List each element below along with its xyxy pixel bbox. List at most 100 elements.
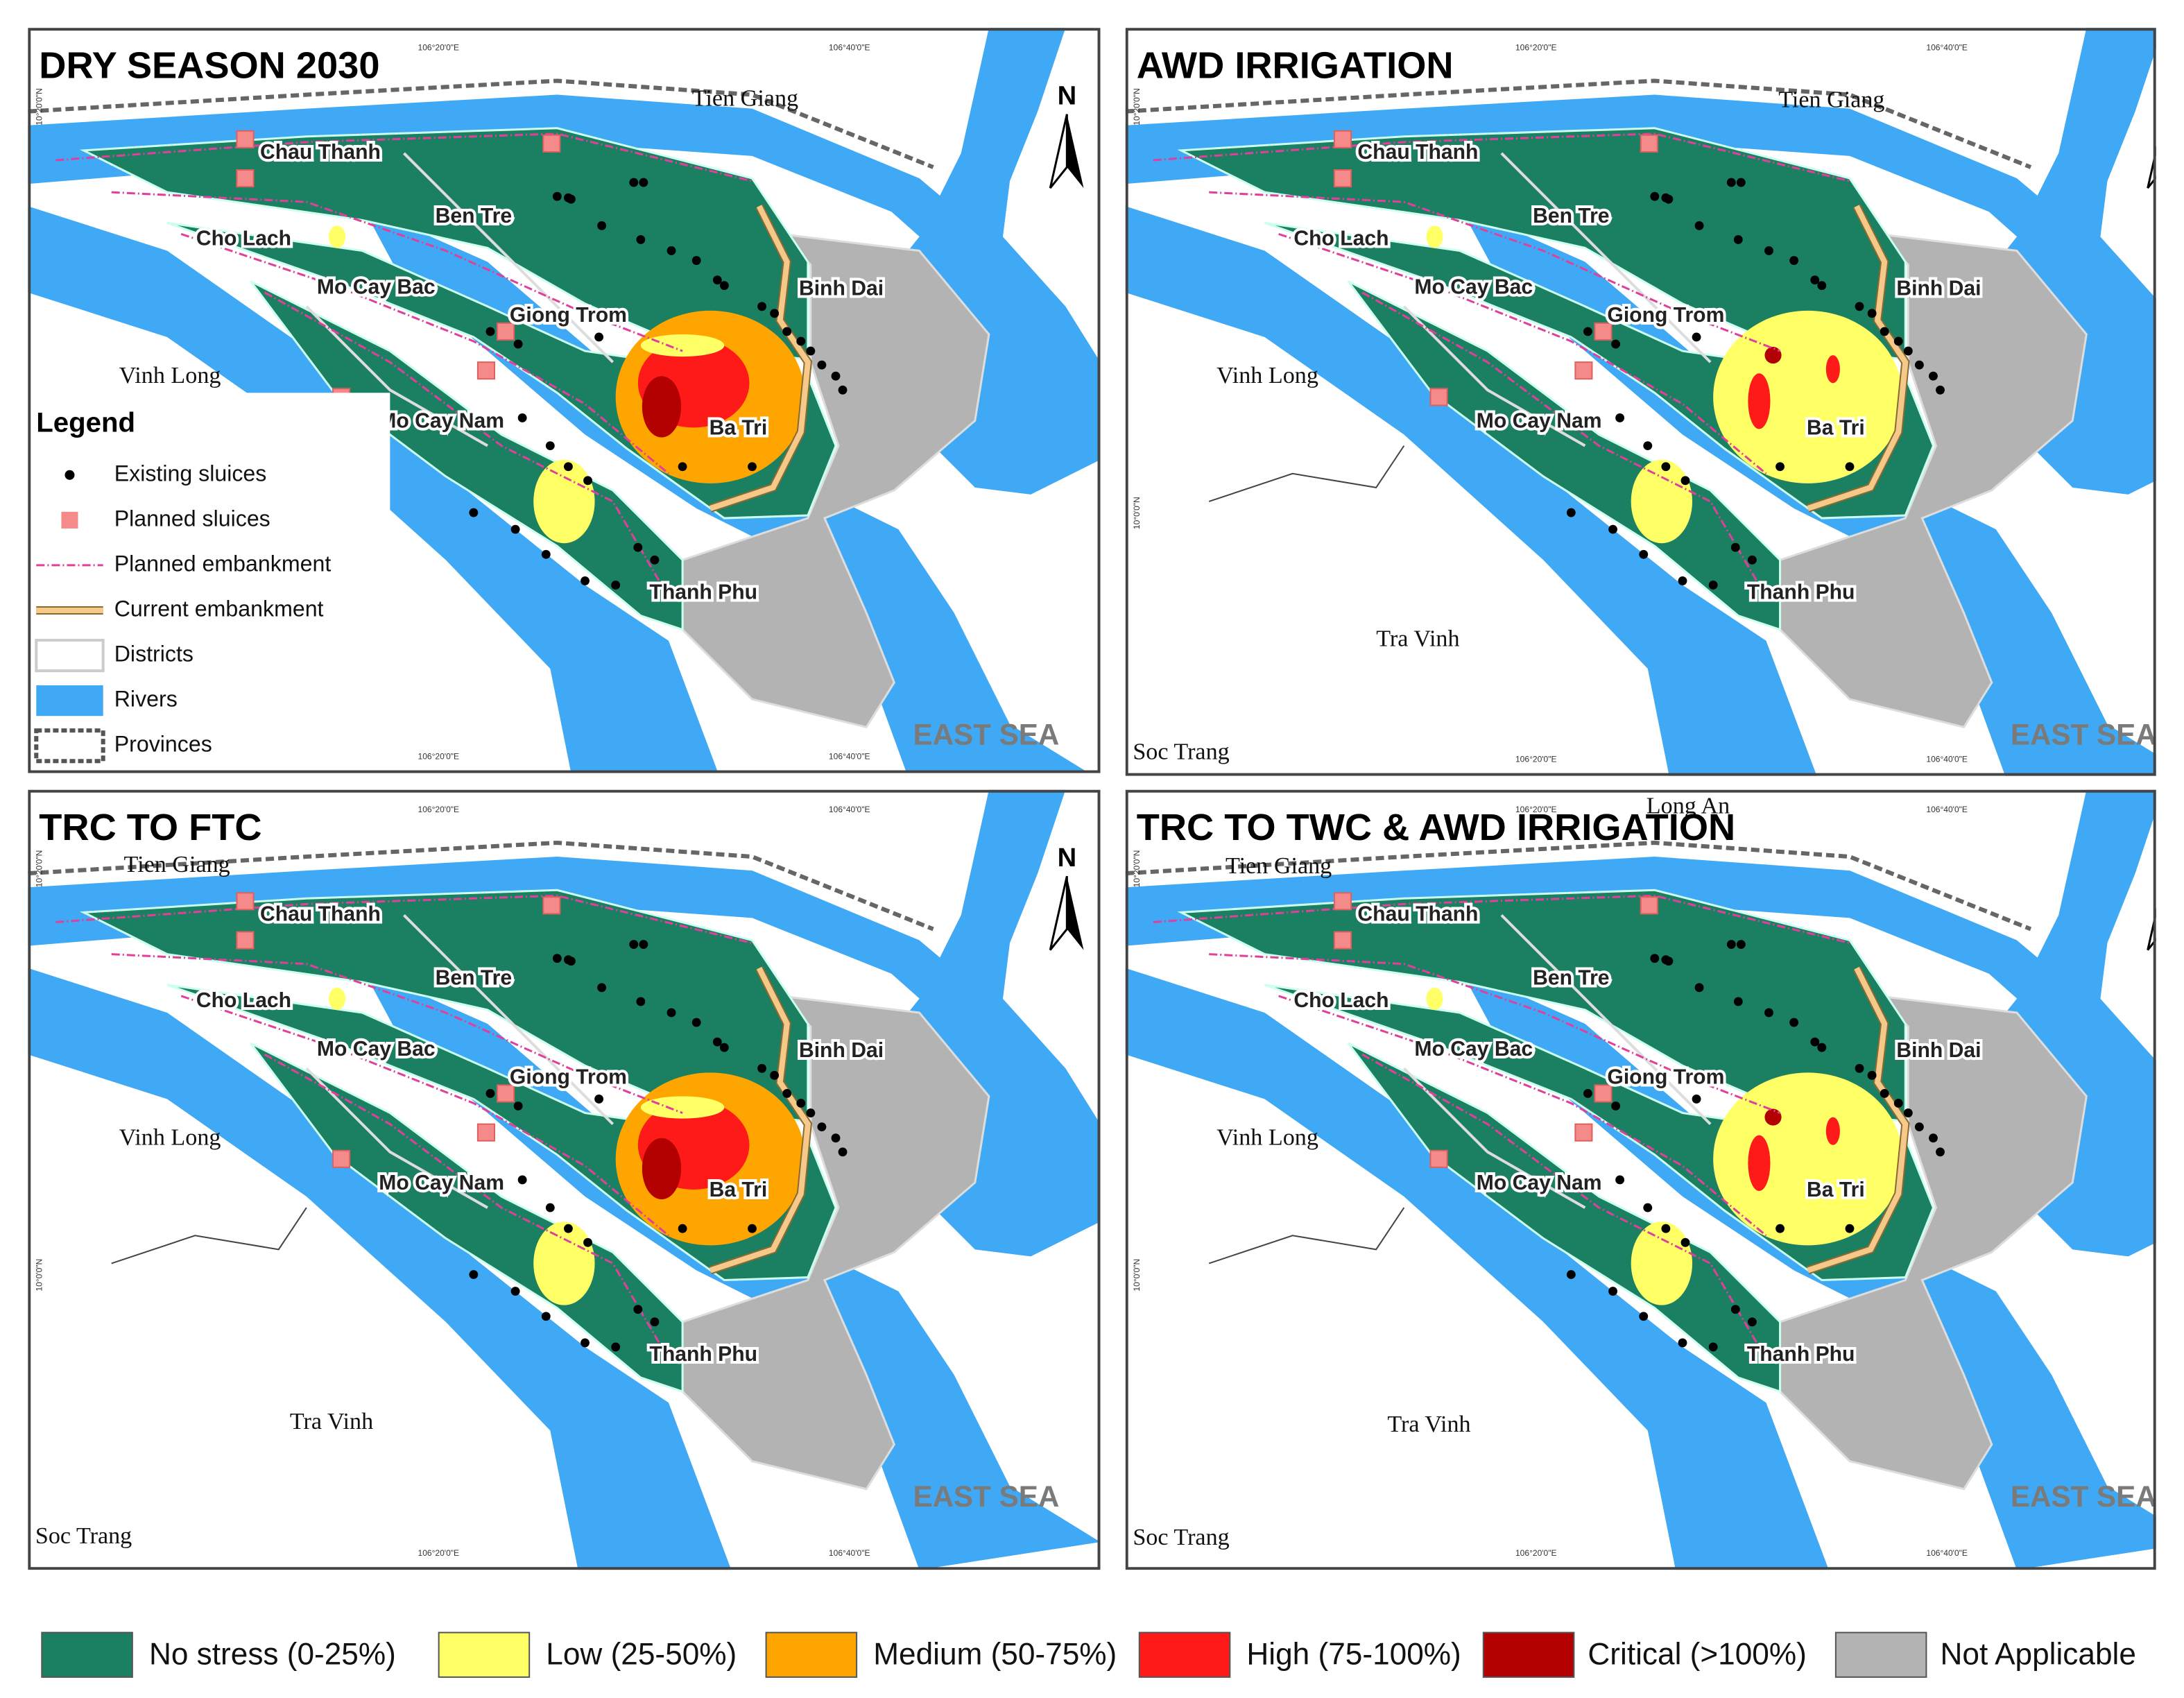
current-embankment [709,966,811,1274]
place-label: Vinh Long [1216,1125,1318,1151]
planned-embankment [111,191,683,352]
existing-sluice [831,371,841,381]
place-label: Vinh Long [1216,363,1318,388]
planned-sluice [1640,896,1658,915]
existing-sluice [806,346,816,356]
place-label: Ben Tre [1533,967,1609,990]
existing-sluice [469,508,479,517]
place-label: Ben Tre [436,205,512,228]
graticule-label: 106°20'0"E [1515,42,1557,52]
river [28,968,732,1570]
map-panel: 106°20'0"E 106°40'0"E 106°20'0"E 106°40'0"E… [28,789,1101,1570]
existing-sluice [1615,1175,1625,1185]
existing-sluice [513,1101,523,1110]
existing-sluice [1764,1008,1773,1018]
existing-sluice [1726,940,1736,949]
stress-swatch [765,1631,858,1678]
legend-title: Legend [36,407,135,438]
existing-sluice [563,1224,573,1233]
graticule-label: 106°40'0"E [829,805,870,814]
north-arrow [1067,876,1084,950]
planned-sluice [236,892,255,911]
stress-zone [1713,310,1903,483]
planned-sluice [1429,388,1448,406]
existing-sluice [552,191,562,201]
graticule-label: 10°20'0"N [34,850,44,888]
existing-sluice [1903,346,1913,356]
existing-sluice [796,336,806,346]
existing-sluice [1880,1089,1889,1098]
existing-sluice [1650,191,1660,201]
existing-sluice [545,1203,555,1212]
existing-sluice [712,1037,722,1047]
place-label: Binh Dai [799,277,884,300]
legend-label: Existing sluices [114,461,267,486]
planned-sluice [236,931,255,950]
existing-sluice [1775,1224,1785,1233]
existing-sluice [1583,327,1592,336]
legend-label: Districts [114,642,194,667]
existing-sluice [581,1338,590,1348]
planned-sluice [1333,931,1352,950]
place-label: Soc Trang [1133,739,1229,764]
district-line [1402,1067,1586,1209]
place-label: Tra Vinh [1376,626,1459,652]
place-label: Tien Giang [692,85,798,111]
province-boundary [28,840,934,932]
graticule-label: 10°0'0"N [34,1259,44,1292]
stress-zone [1748,1135,1771,1192]
graticule-label: 106°20'0"E [1515,805,1557,814]
planned-sluice [1574,1123,1593,1142]
legend-label: Planned embankment [114,551,332,576]
existing-sluice [838,385,848,395]
legend-label: Rivers [114,687,178,712]
existing-sluice [1611,339,1621,349]
graticule-label: 106°20'0"E [418,805,460,814]
place-label: Thanh Phu [649,581,757,603]
existing-sluice [1733,234,1743,244]
north-arrow [2165,114,2181,188]
legend-symbol [34,728,105,764]
existing-sluice [1692,332,1701,342]
existing-sluice [757,302,766,311]
existing-sluice [1914,1122,1924,1132]
place-label: Ba Tri [710,1178,768,1201]
stress-zone [533,1221,595,1305]
planned-embankment [1153,132,1850,182]
planned-embankment [1278,995,1767,1237]
planned-sluice [332,1149,351,1168]
existing-sluice [567,194,576,204]
planned-sluice [496,1084,515,1103]
place-label: N [2155,843,2174,873]
place-label: EAST SEA [2011,718,2157,751]
existing-sluice [1810,275,1820,285]
existing-sluice [691,256,701,265]
land-south [1347,280,1782,631]
province-boundary [1125,78,2032,169]
existing-sluice [1730,1305,1740,1314]
stress-label: High (75-100%) [1246,1637,1461,1671]
planned-embankment [1153,894,1850,945]
planned-embankment [264,291,663,586]
graticule-label: 106°40'0"E [829,751,870,761]
province-boundary [1208,445,1405,502]
district-line [1500,152,1712,363]
stress-zone [1764,347,1782,364]
north-arrow [2165,876,2181,950]
existing-sluice [1650,954,1660,963]
map-panel: 106°20'0"E 106°40'0"E 106°20'0"E 106°40'0"E… [28,28,1101,773]
existing-sluice [552,954,562,963]
stress-zone [640,334,725,357]
stress-label: Low (25-50%) [546,1637,737,1671]
place-label: Cho Lach [196,989,291,1012]
place-label: Cho Lach [1293,227,1388,250]
place-label: Binh Dai [1896,277,1981,300]
existing-sluice [817,1122,827,1132]
stress-zone [642,376,682,438]
existing-sluice [650,1317,660,1327]
existing-sluice [1664,194,1674,204]
stress-zone [329,225,346,248]
existing-sluice [639,940,648,949]
river [1125,968,1829,1570]
